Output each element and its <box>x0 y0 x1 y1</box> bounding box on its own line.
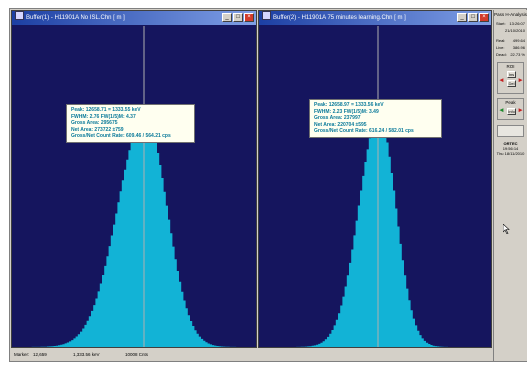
clock-date: Thu 18/11/2010 <box>496 151 525 156</box>
live-label: Live: <box>496 45 505 50</box>
marker-value: 12,659 <box>33 352 47 357</box>
gross-area-text: Gross Area: 295675 <box>71 120 118 127</box>
maestro-app-frame: Buffer(1) - H11901A No ISL.Chn [ m ] _ □… <box>9 8 527 362</box>
window-1-titlebar[interactable]: Buffer(1) - H11901A No ISL.Chn [ m ] _ □… <box>12 11 256 25</box>
window-2-titlebar[interactable]: Buffer(2) - H11901A 75 minutes learning.… <box>259 11 491 25</box>
real-value: 499.64 <box>512 38 525 43</box>
peak-group: Peak Info ◂ ▸ <box>497 98 524 120</box>
fwhm-text: FWHM: 2.76 FW(1/5)M: 4.37 <box>71 113 136 120</box>
window-1-title: Buffer(1) - H11901A No ISL.Chn [ m ] <box>26 15 125 21</box>
spectrum-peak <box>261 116 489 347</box>
status-bar: Marker: 12,659 1,333.56 keV 10008 Cnts <box>11 349 492 361</box>
start-value: 13:26:07 <box>509 21 525 26</box>
spectrum-window-1[interactable]: Buffer(1) - H11901A No ISL.Chn [ m ] _ □… <box>11 10 257 348</box>
roi-next-arrow-icon[interactable]: ▸ <box>518 77 523 84</box>
analysis-side-panel: Pass H-Analysis Start: 13:26:07 21/10/20… <box>493 10 527 361</box>
spectrum-svg-1 <box>14 26 254 347</box>
marker-counts: 10008 Cnts <box>125 352 149 357</box>
minimize-button[interactable]: _ <box>222 13 232 22</box>
gross-area-text: Gross Area: 237997 <box>314 115 361 122</box>
peak-info-button[interactable]: Info <box>507 108 516 115</box>
maximize-button[interactable]: □ <box>468 13 478 22</box>
dead-value: 22.73 % <box>510 52 525 57</box>
peak-info-box: Peak: 12658.97 = 1333.56 keV FWHM: 2.23 … <box>309 99 442 138</box>
roi-insert-button[interactable]: Ins <box>507 71 516 78</box>
fwhm-text: FWHM: 2.23 FW(1/5)M: 3.49 <box>314 108 379 115</box>
window-icon <box>262 11 271 20</box>
spectrum-plot-1[interactable]: Peak: 12658.71 = 1333.55 keV FWHM: 2.76 … <box>14 26 254 347</box>
roi-group: ROI Ins Del ◂ ▸ <box>497 62 524 94</box>
ortec-logo-text: ORTEC <box>503 141 518 146</box>
start-date: 21/10/2010 <box>504 28 525 33</box>
clock-time: 19:56:14 <box>502 146 519 151</box>
net-area-text: Net Area: 273722 ±759 <box>71 126 124 133</box>
count-rate-text: Gross/Net Count Rate: 609.46 / 564.21 cp… <box>71 133 171 140</box>
window-2-title: Buffer(2) - H11901A 75 minutes learning.… <box>273 15 406 21</box>
peak-label: Peak <box>505 100 516 105</box>
marker-energy: 1,333.56 keV <box>73 352 100 357</box>
peak-next-arrow-icon[interactable]: ▸ <box>518 107 523 114</box>
side-panel-title: Pass H-Analysis <box>494 12 527 17</box>
date-row: 21/10/2010 <box>496 28 525 35</box>
start-row: Start: 13:26:07 <box>496 21 525 28</box>
live-value: 386.96 <box>512 45 525 50</box>
real-row: Real: 499.64 <box>496 38 525 45</box>
spectrum-window-2[interactable]: Buffer(2) - H11901A 75 minutes learning.… <box>258 10 492 348</box>
net-area-text: Net Area: 220704 ±595 <box>314 121 367 128</box>
spectrum-svg-2 <box>261 26 489 347</box>
zoom-group[interactable] <box>497 125 524 137</box>
peak-text: Peak: 12658.97 = 1333.56 keV <box>314 102 384 108</box>
roi-prev-arrow-icon[interactable]: ◂ <box>499 77 504 84</box>
roi-label: ROI <box>506 64 515 69</box>
peak-text: Peak: 12658.71 = 1333.55 keV <box>71 107 141 113</box>
real-label: Real: <box>496 38 506 43</box>
minimize-button[interactable]: _ <box>457 13 467 22</box>
spectrum-peak <box>14 116 254 347</box>
start-label: Start: <box>496 21 506 26</box>
dead-label: Dead: <box>496 52 507 57</box>
count-rate-text: Gross/Net Count Rate: 616.24 / 582.01 cp… <box>314 128 414 135</box>
peak-info-box: Peak: 12658.71 = 1333.55 keV FWHM: 2.76 … <box>66 104 195 143</box>
maximize-button[interactable]: □ <box>233 13 243 22</box>
spectrum-plot-2[interactable]: Peak: 12658.97 = 1333.56 keV FWHM: 2.23 … <box>261 26 489 347</box>
mouse-cursor-icon <box>503 224 510 234</box>
peak-prev-arrow-icon[interactable]: ◂ <box>499 107 504 114</box>
dead-row: Dead: 22.73 % <box>496 52 525 59</box>
live-row: Live: 386.96 <box>496 45 525 52</box>
marker-label: Marker: <box>14 352 30 357</box>
window-icon <box>15 11 24 20</box>
roi-delete-button[interactable]: Del <box>507 80 516 87</box>
close-button[interactable]: × <box>479 13 489 22</box>
close-button[interactable]: × <box>244 13 254 22</box>
